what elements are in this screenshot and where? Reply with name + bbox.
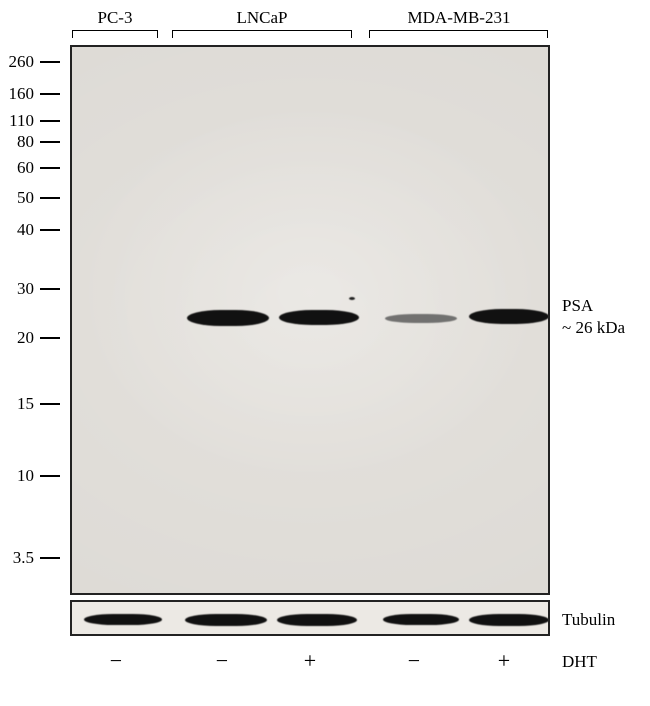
mw-mark: 110 bbox=[0, 111, 60, 131]
tubulin-band-lncap-minus bbox=[185, 614, 267, 626]
mw-mark: 20 bbox=[0, 328, 60, 348]
mw-tick bbox=[40, 61, 60, 63]
group-bracket-lncap bbox=[172, 30, 352, 38]
mw-label: 10 bbox=[0, 466, 40, 486]
mw-mark: 30 bbox=[0, 279, 60, 299]
mw-mark: 10 bbox=[0, 466, 60, 486]
mw-label: 50 bbox=[0, 188, 40, 208]
mw-mark: 3.5 bbox=[0, 548, 60, 568]
psa-band-mda-minus bbox=[385, 314, 457, 323]
tubulin-band-mda-minus bbox=[383, 614, 459, 625]
mw-label: 160 bbox=[0, 84, 40, 104]
dht-symbol-lncap-plus: + bbox=[304, 648, 316, 674]
mw-label: 60 bbox=[0, 158, 40, 178]
mw-tick bbox=[40, 229, 60, 231]
mw-tick bbox=[40, 337, 60, 339]
mw-mark: 80 bbox=[0, 132, 60, 152]
mw-tick bbox=[40, 475, 60, 477]
mw-tick bbox=[40, 557, 60, 559]
tubulin-band-mda-plus bbox=[469, 614, 549, 626]
mw-mark: 40 bbox=[0, 220, 60, 240]
dht-label: DHT bbox=[562, 652, 597, 672]
dht-symbol-lncap-minus: − bbox=[216, 648, 228, 674]
psa-band-lncap-minus bbox=[187, 310, 269, 326]
group-bracket-pc3 bbox=[72, 30, 158, 38]
mw-tick bbox=[40, 141, 60, 143]
group-label-pc3: PC-3 bbox=[98, 8, 133, 28]
mw-label: 20 bbox=[0, 328, 40, 348]
blot-speck bbox=[349, 297, 355, 300]
mw-tick bbox=[40, 197, 60, 199]
mw-mark: 15 bbox=[0, 394, 60, 414]
psa-band-lncap-plus bbox=[279, 310, 359, 325]
mw-mark: 260 bbox=[0, 52, 60, 72]
tubulin-label: Tubulin bbox=[562, 610, 615, 630]
psa-kda-label: ~ 26 kDa bbox=[562, 318, 625, 338]
tubulin-blot-membrane bbox=[70, 600, 550, 636]
dht-symbol-mda-minus: − bbox=[408, 648, 420, 674]
dht-symbol-pc3: − bbox=[110, 648, 122, 674]
psa-blot-membrane bbox=[70, 45, 550, 595]
psa-label: PSA bbox=[562, 296, 593, 316]
mw-tick bbox=[40, 120, 60, 122]
mw-label: 30 bbox=[0, 279, 40, 299]
group-label-mda: MDA-MB-231 bbox=[408, 8, 511, 28]
dht-symbol-mda-plus: + bbox=[498, 648, 510, 674]
mw-tick bbox=[40, 167, 60, 169]
western-blot-figure: PC-3 LNCaP MDA-MB-231 260 160 110 80 60 … bbox=[0, 0, 650, 706]
mw-label: 3.5 bbox=[0, 548, 40, 568]
mw-mark: 50 bbox=[0, 188, 60, 208]
mw-tick bbox=[40, 288, 60, 290]
mw-label: 260 bbox=[0, 52, 40, 72]
tubulin-band-pc3 bbox=[84, 614, 162, 625]
mw-label: 110 bbox=[0, 111, 40, 131]
mw-label: 80 bbox=[0, 132, 40, 152]
psa-band-mda-plus bbox=[469, 309, 549, 324]
mw-mark: 60 bbox=[0, 158, 60, 178]
mw-mark: 160 bbox=[0, 84, 60, 104]
mw-label: 40 bbox=[0, 220, 40, 240]
mw-label: 15 bbox=[0, 394, 40, 414]
mw-tick bbox=[40, 93, 60, 95]
group-label-lncap: LNCaP bbox=[237, 8, 288, 28]
mw-tick bbox=[40, 403, 60, 405]
group-bracket-mda bbox=[369, 30, 548, 38]
tubulin-band-lncap-plus bbox=[277, 614, 357, 626]
